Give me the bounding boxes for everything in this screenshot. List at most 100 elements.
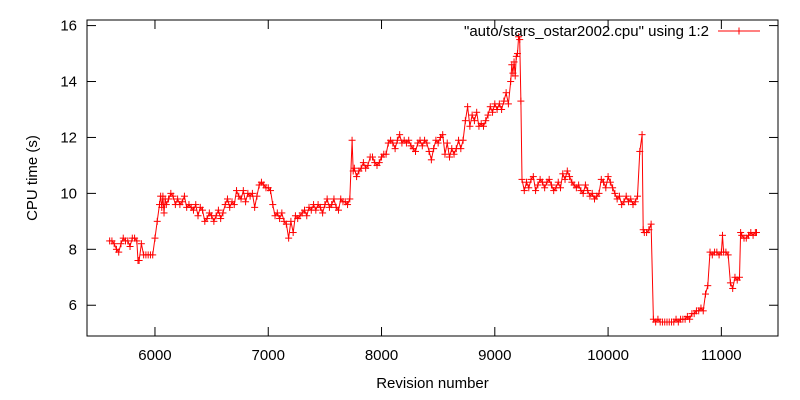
data-point-marker <box>330 195 338 203</box>
data-point-marker <box>165 195 173 203</box>
data-point-marker <box>133 237 141 245</box>
data-point-marker <box>534 181 542 189</box>
data-point-marker <box>239 187 247 195</box>
data-point-marker <box>450 150 458 158</box>
data-point-marker <box>541 184 549 192</box>
data-point-marker <box>726 279 734 287</box>
data-point-marker <box>427 156 435 164</box>
data-point-marker <box>581 181 589 189</box>
data-point-marker <box>149 251 157 259</box>
data-point-marker <box>588 189 596 197</box>
data-point-marker <box>636 147 644 155</box>
x-tick-label: 8000 <box>365 347 398 364</box>
data-point-marker <box>137 240 145 248</box>
data-point-marker <box>584 187 592 195</box>
data-point-marker <box>461 117 469 125</box>
data-point-marker <box>126 243 134 251</box>
data-point-marker <box>602 184 610 192</box>
data-point-marker <box>348 136 356 144</box>
data-point-marker <box>518 175 526 183</box>
data-point-marker <box>622 192 630 200</box>
data-point-marker <box>443 139 451 147</box>
data-point-marker <box>647 220 655 228</box>
data-point-marker <box>282 220 290 228</box>
y-tick-label: 16 <box>60 18 77 35</box>
data-point-marker <box>516 36 524 44</box>
data-point-marker <box>430 145 438 153</box>
data-point-marker <box>217 215 225 223</box>
data-point-marker <box>563 167 571 175</box>
data-point-marker <box>194 212 202 220</box>
data-point-marker <box>115 248 123 256</box>
data-point-marker <box>391 145 399 153</box>
data-point-marker <box>230 201 238 209</box>
data-point-marker <box>724 251 732 259</box>
data-point-marker <box>242 198 250 206</box>
legend-label: "auto/stars_ostar2002.cpu" using 1:2 <box>464 23 709 40</box>
data-point-marker <box>504 100 512 108</box>
data-point-marker <box>434 139 442 147</box>
data-point-marker <box>517 97 525 105</box>
y-tick-label: 14 <box>60 74 77 91</box>
data-point-marker <box>425 147 433 155</box>
data-point-marker <box>368 153 376 161</box>
data-point-marker <box>287 217 295 225</box>
data-point-marker <box>412 147 420 155</box>
data-point-marker <box>180 192 188 200</box>
data-point-marker <box>468 111 476 119</box>
data-point-marker <box>135 256 143 264</box>
data-point-marker <box>595 189 603 197</box>
data-point-marker <box>702 290 710 298</box>
x-axis-ticks: 6000 7000 8000 9000 10000 11000 <box>138 20 742 364</box>
data-point-marker <box>634 192 642 200</box>
data-point-marker <box>303 212 311 220</box>
x-tick-label: 10000 <box>587 347 629 364</box>
data-point-marker <box>346 195 354 203</box>
data-point-marker <box>174 195 182 203</box>
data-point-marker <box>117 240 125 248</box>
data-point-marker <box>233 187 241 195</box>
data-point-marker <box>158 203 166 211</box>
data-point-marker <box>704 282 712 290</box>
data-point-marker <box>545 175 553 183</box>
data-point-marker <box>350 164 358 172</box>
data-point-marker <box>253 192 261 200</box>
data-point-marker <box>561 175 569 183</box>
data-point-marker <box>203 215 211 223</box>
series-layer <box>106 33 760 326</box>
data-point-marker <box>473 108 481 116</box>
y-tick-label: 10 <box>60 185 77 202</box>
data-point-marker <box>500 97 508 105</box>
data-point-marker <box>484 111 492 119</box>
data-point-marker <box>251 203 259 211</box>
data-point-marker <box>237 195 245 203</box>
data-point-marker <box>389 139 397 147</box>
data-point-marker <box>328 201 336 209</box>
data-point-marker <box>321 201 329 209</box>
data-point-marker <box>507 78 515 86</box>
data-point-marker <box>615 192 623 200</box>
data-point-marker <box>559 170 567 178</box>
data-point-marker <box>162 201 170 209</box>
data-point-marker <box>169 192 177 200</box>
data-point-marker <box>199 206 207 214</box>
data-point-marker <box>418 142 426 150</box>
data-point-marker <box>359 159 367 167</box>
data-point-marker <box>579 189 587 197</box>
data-point-marker <box>464 103 472 111</box>
data-point-marker <box>375 159 383 167</box>
data-point-marker <box>532 187 540 195</box>
data-point-marker <box>160 209 168 217</box>
data-point-marker <box>289 229 297 237</box>
data-point-marker <box>300 206 308 214</box>
data-point-marker <box>718 231 726 239</box>
y-axis-label: CPU time (s) <box>24 135 41 221</box>
data-point-marker <box>604 173 612 181</box>
data-point-marker <box>511 72 519 80</box>
data-point-marker <box>557 184 565 192</box>
data-point-marker <box>457 145 465 153</box>
data-point-marker <box>752 229 760 237</box>
data-point-marker <box>364 161 372 169</box>
data-point-marker <box>631 198 639 206</box>
